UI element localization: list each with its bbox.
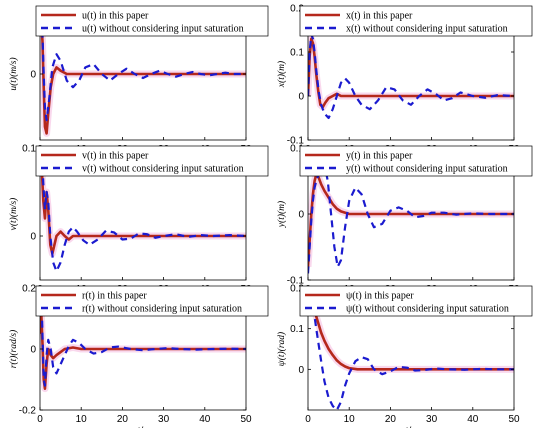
legend-label: y(t) without considering input saturatio…: [346, 164, 508, 175]
legend: u(t) in this paper u(t) without consideri…: [35, 5, 269, 37]
legend-label: ψ(t) in this paper: [346, 291, 414, 302]
legend: r(t) in this paper r(t) without consideri…: [35, 285, 269, 317]
y-tick-label: 0: [298, 92, 304, 103]
x-tick-label: 30: [426, 414, 438, 425]
legend-label: x(t) without considering input saturatio…: [346, 24, 508, 35]
y-axis-label: u(t)(m/s): [8, 57, 19, 90]
legend-label: v(t) in this paper: [82, 151, 149, 162]
subplot-6: 0 10 20 30 40 50 0 0.1 0.2 ψ(t)(rad) t/s ψ(t) in th…: [276, 284, 533, 428]
series-line-without-saturation: [308, 163, 514, 274]
x-tick-label: 10: [344, 414, 356, 425]
y-axis-label: x(t)(m): [276, 61, 287, 88]
y-tick-label: -0.2: [19, 406, 37, 417]
y-tick-label: 0.1: [290, 324, 304, 335]
x-tick-label: 0: [37, 414, 43, 425]
x-tick-label: 50: [240, 414, 252, 425]
legend: v(t) in this paper v(t) without consideri…: [35, 145, 269, 177]
x-tick-label: 40: [467, 414, 479, 425]
legend: x(t) in this paper x(t) without consideri…: [299, 5, 533, 37]
series-line-without-saturation: [40, 288, 246, 387]
x-axis-label: t/s: [406, 426, 417, 428]
x-tick-label: 50: [508, 414, 520, 425]
series-group: [40, 8, 246, 137]
legend-box: [299, 5, 533, 37]
series-group: [40, 148, 246, 273]
legend-box: [35, 145, 269, 177]
y-tick-label: 0: [30, 232, 36, 243]
legend-label: u(t) in this paper: [82, 11, 149, 22]
y-axis-label: v(t)(m/s): [8, 198, 19, 231]
legend-label: u(t) without considering input saturatio…: [82, 24, 244, 35]
legend-label: v(t) without considering input saturatio…: [82, 164, 244, 175]
x-tick-label: 10: [76, 414, 88, 425]
y-axis-label: ψ(t)(rad): [276, 332, 287, 366]
legend: ψ(t) in this paper ψ(t) without consideri…: [299, 285, 533, 317]
legend-label: x(t) in this paper: [346, 11, 413, 22]
y-tick-label: 0.1: [290, 48, 304, 59]
y-tick-label: 0: [298, 365, 304, 376]
y-tick-label: 0.2: [22, 284, 36, 295]
series-group: [308, 163, 514, 274]
legend-box: [35, 5, 269, 37]
legend-label: r(t) in this paper: [82, 291, 147, 302]
series-line-this-paper: [40, 19, 246, 135]
y-tick-label: 0.1: [22, 144, 36, 155]
legend-label: r(t) without considering input saturatio…: [82, 304, 242, 315]
series-line-without-saturation: [308, 33, 514, 120]
series-group: [40, 288, 246, 393]
series-line-without-saturation: [40, 8, 246, 122]
legend: y(t) in this paper y(t) without consideri…: [299, 145, 533, 177]
legend-box: [35, 285, 269, 317]
series-line-without-saturation: [308, 288, 514, 410]
y-tick-label: 0: [30, 70, 36, 81]
y-axis-label: y(t)(m): [276, 201, 287, 228]
x-tick-label: 20: [385, 414, 397, 425]
y-tick-label: -0.1: [287, 276, 305, 287]
series-line-this-paper: [40, 311, 246, 390]
x-tick-label: 40: [199, 414, 211, 425]
y-tick-label: 0.1: [290, 144, 304, 155]
subplot-1: 010203040500u(t)(m/s)u(t) in this paperu…: [8, 5, 269, 155]
y-tick-label: 0: [298, 210, 304, 221]
x-tick-label: 0: [305, 414, 311, 425]
legend-label: ψ(t) without considering input saturatio…: [346, 304, 509, 315]
y-tick-label: -0.1: [287, 136, 305, 147]
legend-box: [299, 145, 533, 177]
y-axis-label: r(t)(rad/s): [8, 330, 19, 369]
x-tick-label: 20: [117, 414, 129, 425]
y-tick-label: 0.2: [290, 284, 304, 295]
y-tick-label: 0.2: [290, 4, 304, 15]
legend-box: [299, 285, 533, 317]
series-group: [308, 33, 514, 120]
legend-label: y(t) in this paper: [346, 151, 413, 162]
y-tick-label: 0: [30, 345, 36, 356]
x-axis-label: t/s: [138, 426, 149, 428]
x-tick-label: 30: [158, 414, 170, 425]
series-line-this-paper: [40, 148, 246, 255]
